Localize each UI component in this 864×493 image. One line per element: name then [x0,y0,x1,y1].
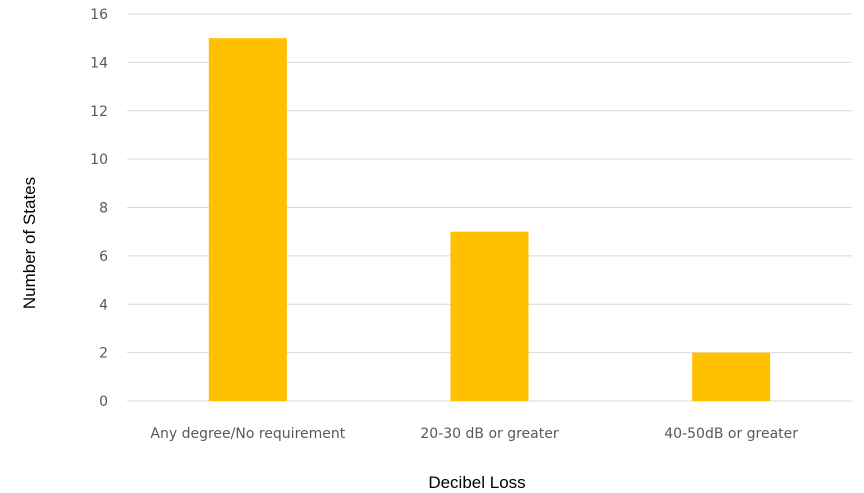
y-tick-label: 6 [99,249,108,265]
bar [208,38,287,401]
y-tick-label: 12 [90,104,108,120]
bar [450,231,529,401]
bar [692,352,771,401]
x-axis-categories: Any degree/No requirement 20-30 dB or gre… [150,426,798,442]
y-tick-label: 10 [90,152,108,168]
y-tick-label: 0 [99,394,108,410]
bars [208,38,771,401]
y-tick-label: 14 [90,55,108,71]
y-axis-title: Number of States [20,177,39,309]
y-tick-label: 4 [99,297,108,313]
x-axis-title: Decibel Loss [428,473,525,492]
x-category-label: Any degree/No requirement [150,426,345,442]
y-tick-label: 2 [99,346,108,362]
x-category-label: 40-50dB or greater [664,426,798,442]
y-axis-ticks: 0 2 4 6 8 10 12 14 16 [90,7,108,410]
y-tick-label: 8 [99,201,108,217]
x-category-label: 20-30 dB or greater [420,426,558,442]
y-tick-label: 16 [90,7,108,23]
